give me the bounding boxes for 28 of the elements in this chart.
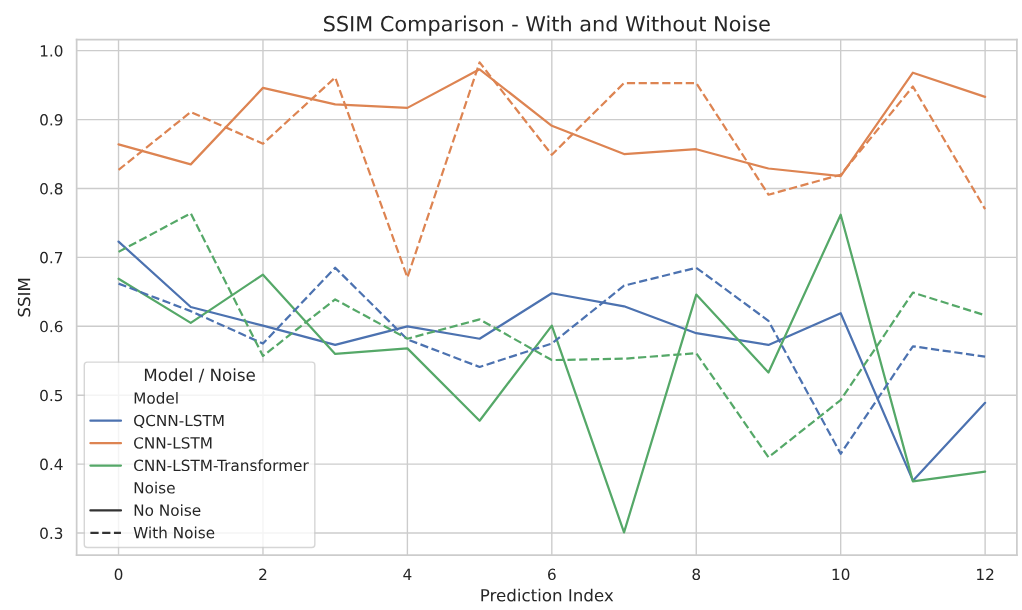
x-tick-label: 0 xyxy=(114,568,123,581)
y-tick-label: 0.8 xyxy=(40,182,63,195)
annotation: With Noise xyxy=(133,526,215,539)
legend-label: QCNN-LSTM xyxy=(134,414,224,429)
annotation: Model xyxy=(134,392,178,404)
x-tick-label: 2 xyxy=(259,568,267,580)
y-tick-label: 0.5 xyxy=(40,389,63,402)
y-tick-label: 0.4 xyxy=(40,458,63,471)
y-tick-label: 1.0 xyxy=(40,45,63,57)
chart-title: SSIM Comparison - With and Without Noise xyxy=(324,15,770,36)
line-series xyxy=(117,61,987,279)
x-tick-label: 6 xyxy=(548,568,556,581)
x-tick-label: 12 xyxy=(977,568,994,580)
annotation: No Noise xyxy=(134,504,201,516)
y-axis-title: SSIM xyxy=(17,278,31,317)
y-tick-label: 0.3 xyxy=(40,527,63,540)
legend-label: CNN-LSTM-Transformer xyxy=(134,459,309,472)
y-tick-label: 0.6 xyxy=(40,320,63,333)
x-axis-title: Prediction Index xyxy=(481,588,614,602)
legend-label: CNN-LSTM xyxy=(134,437,212,449)
y-tick-label: 0.7 xyxy=(40,251,63,264)
legend-title: Model / Noise xyxy=(144,368,255,383)
x-tick-label: 10 xyxy=(832,568,850,581)
y-tick-label: 0.9 xyxy=(40,114,63,126)
x-tick-label: 4 xyxy=(403,568,412,580)
x-tick-label: 8 xyxy=(692,568,701,581)
annotation: Noise xyxy=(134,481,175,494)
line-series xyxy=(117,240,987,482)
